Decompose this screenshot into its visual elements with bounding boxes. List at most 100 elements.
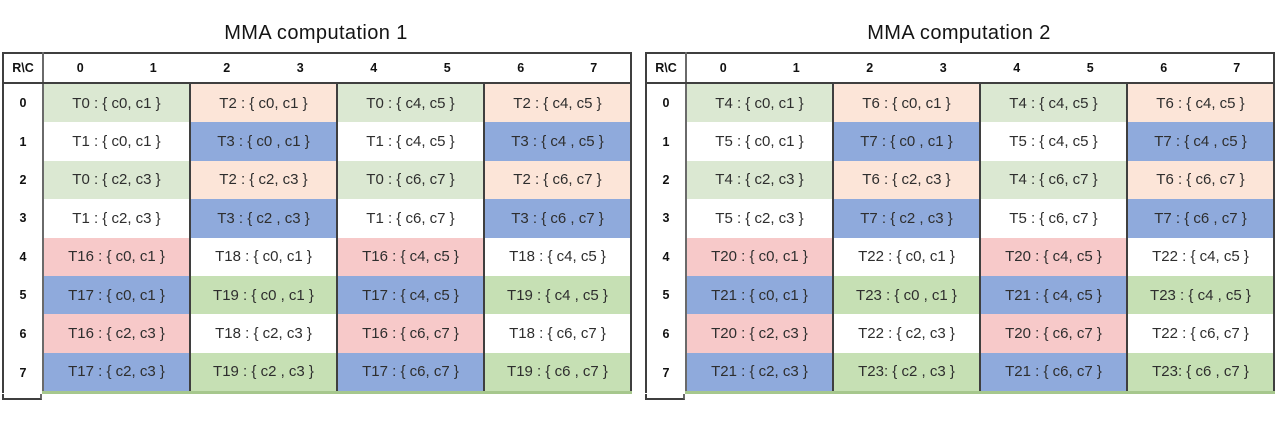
table-row: 6 T16 : { c2, c3 } T18 : { c2, c3 } T16 : {… (2, 314, 632, 353)
mma-cell: T20 : { c2, c3 } (686, 314, 833, 353)
mma-cell: T5 : { c0, c1 } (686, 122, 833, 161)
mma-cell: T2 : { c2, c3 } (189, 160, 337, 200)
table-row: 1 T5 : { c0, c1 } T7 : { c0 , c1 } T5 : { c… (645, 122, 1275, 161)
mma-cell: T19 : { c6 , c7 } (483, 352, 632, 395)
column-header-cell: 3 (263, 52, 337, 84)
row-header-cell: 3 (2, 199, 44, 238)
table-row: 3 T5 : { c2, c3 } T7 : { c2 , c3 } T5 : { c… (645, 199, 1275, 238)
column-header-cell: 2 (833, 52, 907, 84)
mma-cell: T1 : { c4, c5 } (336, 122, 484, 161)
row-header-cell: 2 (645, 160, 687, 200)
mma-cell: T0 : { c2, c3 } (43, 160, 190, 200)
mma-cell: T21 : { c4, c5 } (979, 275, 1127, 315)
table-row: 4 T16 : { c0, c1 } T18 : { c0, c1 } T16 : {… (2, 237, 632, 276)
mma-cell: T18 : { c4, c5 } (483, 237, 632, 276)
row-header-cell: 1 (645, 122, 687, 161)
column-header-cell: 5 (410, 52, 484, 84)
column-header-cell: 7 (1200, 52, 1275, 84)
column-header-cell: 1 (759, 52, 833, 84)
mma-cell: T7 : { c6 , c7 } (1126, 199, 1275, 238)
mma-cell: T22 : { c2, c3 } (832, 314, 980, 353)
mma-cell: T23: { c6 , c7 } (1126, 352, 1275, 395)
mma-cell: T4 : { c4, c5 } (979, 83, 1127, 123)
mma-cell: T23: { c2 , c3 } (832, 352, 980, 395)
corner-header-cell: R\C (645, 52, 687, 84)
mma-cell: T21 : { c6, c7 } (979, 352, 1127, 395)
mma-cell: T19 : { c2 , c3 } (189, 352, 337, 395)
mma-cell: T4 : { c0, c1 } (686, 83, 833, 123)
column-header-cell: 4 (980, 52, 1054, 84)
mma-cell: T0 : { c0, c1 } (43, 83, 190, 123)
column-header-cell: 0 (43, 52, 117, 84)
mma-cell: T16 : { c6, c7 } (336, 314, 484, 353)
mma-cell: T17 : { c0, c1 } (43, 275, 190, 315)
thread-register-layout-table: R\C 0 1 2 3 4 5 6 7 0 T4 : { c0, c1 } T6 : { c0, c1… (645, 52, 1275, 395)
mma-cell: T5 : { c6, c7 } (979, 199, 1127, 238)
table-title: MMA computation 1 (224, 22, 408, 44)
thread-register-layout-table: R\C 0 1 2 3 4 5 6 7 0 T0 : { c0, c1 } T2 : { c0, c1… (2, 52, 632, 395)
mma-cell: T16 : { c0, c1 } (43, 237, 190, 276)
column-header-cell: 5 (1053, 52, 1127, 84)
column-header-cell: 1 (116, 52, 190, 84)
row-header-cell: 2 (2, 160, 44, 200)
mma-cell: T6 : { c0, c1 } (832, 83, 980, 123)
column-header-cell: 0 (686, 52, 760, 84)
mma-cell: T7 : { c2 , c3 } (832, 199, 980, 238)
column-header-cell: 6 (1127, 52, 1201, 84)
row-header-cell: 1 (2, 122, 44, 161)
mma-cell: T23 : { c0 , c1 } (832, 275, 980, 315)
mma-cell: T20 : { c0, c1 } (686, 237, 833, 276)
row-header-cell: 4 (645, 237, 687, 276)
tables-container: MMA computation 1 R\C 0 1 2 3 4 5 6 7 0 T0 : { c0,… (2, 20, 1275, 401)
row-header-cell: 5 (2, 275, 44, 315)
corner-header-cell: R\C (2, 52, 44, 84)
table-row: 0 T4 : { c0, c1 } T6 : { c0, c1 } T4 : { c4… (645, 83, 1275, 123)
table-row: 5 T17 : { c0, c1 } T19 : { c0 , c1 } T17 : … (2, 275, 632, 315)
mma-cell: T7 : { c0 , c1 } (832, 122, 980, 161)
mma-cell: T19 : { c4 , c5 } (483, 275, 632, 315)
mma-cell: T3 : { c2 , c3 } (189, 199, 337, 238)
column-header-cell: 3 (906, 52, 980, 84)
mma-cell: T16 : { c4, c5 } (336, 237, 484, 276)
table-row: 4 T20 : { c0, c1 } T22 : { c0, c1 } T20 : {… (645, 237, 1275, 276)
mma-cell: T17 : { c2, c3 } (43, 352, 190, 395)
corner-foot-border (645, 394, 685, 401)
row-header-cell: 0 (2, 83, 44, 123)
table-row: 6 T20 : { c2, c3 } T22 : { c2, c3 } T20 : {… (645, 314, 1275, 353)
table-row: 1 T1 : { c0, c1 } T3 : { c0 , c1 } T1 : { c… (2, 122, 632, 161)
mma-cell: T4 : { c6, c7 } (979, 160, 1127, 200)
mma-cell: T1 : { c2, c3 } (43, 199, 190, 238)
table-row: 0 T0 : { c0, c1 } T2 : { c0, c1 } T0 : { c4… (2, 83, 632, 123)
row-header-cell: 7 (645, 352, 687, 393)
header-row: R\C 0 1 2 3 4 5 6 7 (645, 52, 1275, 84)
header-row: R\C 0 1 2 3 4 5 6 7 (2, 52, 632, 84)
mma-cell: T20 : { c6, c7 } (979, 314, 1127, 353)
mma-cell: T17 : { c6, c7 } (336, 352, 484, 395)
mma-computation-2-panel: MMA computation 2 R\C 0 1 2 3 4 5 6 7 0 T4 : { c0,… (645, 20, 1275, 401)
mma-cell: T19 : { c0 , c1 } (189, 275, 337, 315)
mma-cell: T18 : { c0, c1 } (189, 237, 337, 276)
table-row: 5 T21 : { c0, c1 } T23 : { c0 , c1 } T21 : … (645, 275, 1275, 315)
row-header-cell: 7 (2, 352, 44, 393)
mma-cell: T2 : { c0, c1 } (189, 83, 337, 123)
mma-cell: T16 : { c2, c3 } (43, 314, 190, 353)
mma-cell: T20 : { c4, c5 } (979, 237, 1127, 276)
column-header-cell: 4 (337, 52, 411, 84)
mma-cell: T6 : { c6, c7 } (1126, 160, 1275, 200)
row-header-cell: 4 (2, 237, 44, 276)
corner-foot-border (2, 394, 42, 401)
mma-cell: T0 : { c6, c7 } (336, 160, 484, 200)
mma-cell: T2 : { c6, c7 } (483, 160, 632, 200)
table-title: MMA computation 2 (867, 22, 1051, 44)
column-header-cell: 2 (190, 52, 264, 84)
mma-cell: T5 : { c2, c3 } (686, 199, 833, 238)
mma-cell: T23 : { c4 , c5 } (1126, 275, 1275, 315)
mma-cell: T4 : { c2, c3 } (686, 160, 833, 200)
table-row: 7 T21 : { c2, c3 } T23: { c2 , c3 } T21 : {… (645, 352, 1275, 395)
mma-cell: T18 : { c2, c3 } (189, 314, 337, 353)
row-header-cell: 6 (645, 314, 687, 353)
mma-computation-1-panel: MMA computation 1 R\C 0 1 2 3 4 5 6 7 0 T0 : { c0,… (2, 20, 632, 401)
row-header-cell: 6 (2, 314, 44, 353)
mma-cell: T5 : { c4, c5 } (979, 122, 1127, 161)
table-row: 2 T0 : { c2, c3 } T2 : { c2, c3 } T0 : { c6… (2, 160, 632, 200)
